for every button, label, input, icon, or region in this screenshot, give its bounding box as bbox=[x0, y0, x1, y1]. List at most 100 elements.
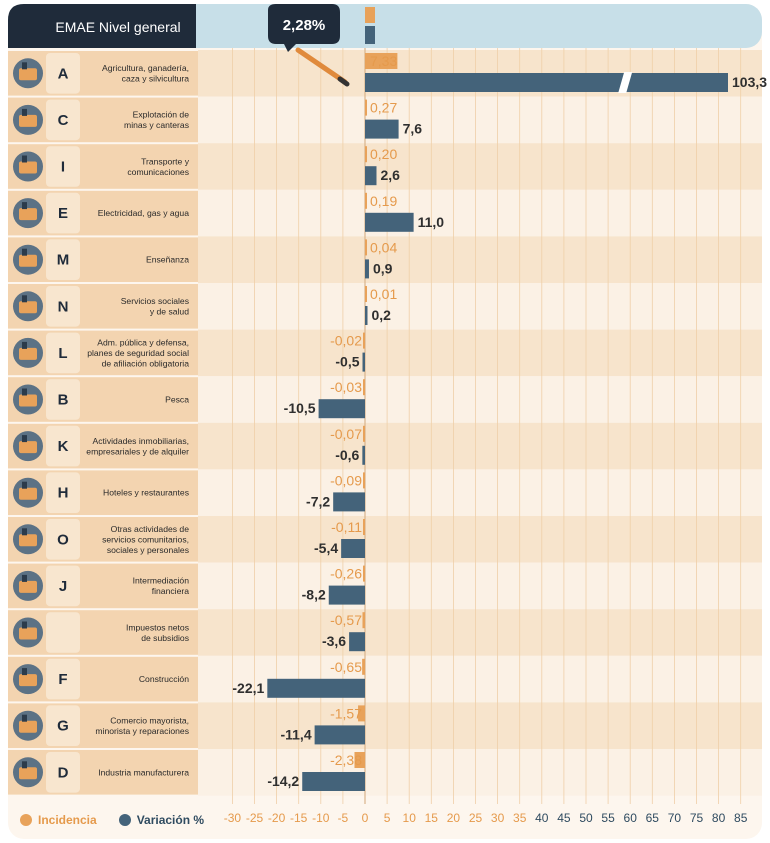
incidencia-label: -0,65 bbox=[330, 659, 362, 675]
sector-letter-box bbox=[46, 99, 80, 141]
fishing-icon bbox=[13, 384, 43, 415]
sector-name-line: Hoteles y restaurantes bbox=[103, 488, 189, 498]
government-icon-detail bbox=[22, 341, 27, 349]
variacion-bar bbox=[365, 119, 399, 139]
x-tick-label: 0 bbox=[362, 811, 369, 825]
incidencia-bar bbox=[365, 192, 367, 209]
taxes-icon-shape bbox=[19, 627, 37, 640]
construction-icon-shape bbox=[19, 674, 37, 687]
health-icon-detail bbox=[22, 295, 27, 303]
sector-name-line: caza y silvicultura bbox=[122, 74, 190, 84]
sector-letter: B bbox=[58, 392, 69, 409]
real-estate-icon-detail bbox=[22, 435, 27, 443]
taxes-icon-detail bbox=[22, 621, 27, 629]
government-icon-shape bbox=[19, 347, 37, 360]
sector-name-line: Transporte y bbox=[141, 156, 190, 166]
utilities-icon bbox=[13, 198, 43, 229]
variacion-label: -8,2 bbox=[302, 587, 326, 603]
sector-name-line: comunicaciones bbox=[127, 167, 189, 177]
community-icon bbox=[13, 524, 43, 555]
sector-name-line: Otras actividades de bbox=[111, 524, 190, 534]
incidencia-label: 0,27 bbox=[370, 100, 397, 116]
header-background bbox=[8, 4, 762, 48]
fishing-icon-shape bbox=[19, 394, 37, 407]
farm-icon bbox=[13, 58, 43, 89]
taxes-icon bbox=[13, 617, 43, 648]
variacion-label: -3,6 bbox=[322, 633, 346, 649]
construction-icon-detail bbox=[22, 668, 27, 676]
row-band bbox=[198, 143, 762, 190]
variacion-bar bbox=[318, 399, 365, 419]
sector-letter: G bbox=[57, 718, 69, 735]
farm-icon-shape bbox=[19, 68, 37, 81]
sector-name-line: Impuestos netos bbox=[126, 622, 189, 632]
variacion-bar bbox=[349, 632, 365, 652]
community-icon-shape bbox=[19, 534, 37, 547]
utilities-icon-detail bbox=[22, 202, 27, 210]
header-label: EMAE Nivel general bbox=[55, 19, 180, 35]
real-estate-icon-shape bbox=[19, 441, 37, 454]
sector-name-line: empresariales y de alquiler bbox=[86, 446, 189, 456]
variacion-bar bbox=[328, 585, 365, 605]
incidencia-bar bbox=[363, 565, 365, 582]
sector-letter-box bbox=[46, 379, 80, 420]
variacion-label: -22,1 bbox=[232, 680, 264, 696]
variacion-bar bbox=[365, 306, 368, 325]
incidencia-bar bbox=[365, 286, 367, 302]
x-tick-label: 80 bbox=[712, 811, 726, 825]
legend: Incidencia Variación % bbox=[20, 808, 204, 832]
sector-letter-box bbox=[46, 146, 80, 187]
mining-icon bbox=[13, 104, 43, 135]
incidencia-label: 7,33 bbox=[370, 53, 397, 69]
sector-rows: A Agricultura, ganadería,caza y silvicult… bbox=[8, 51, 198, 795]
variacion-label: 11,0 bbox=[418, 214, 445, 230]
incidencia-swatch bbox=[20, 814, 32, 826]
variacion-label: 7,6 bbox=[403, 121, 423, 137]
sector-letter: F bbox=[58, 671, 67, 688]
header-incidencia-bar bbox=[365, 7, 375, 23]
variacion-label: -5,4 bbox=[314, 540, 338, 556]
sector-name-line: y de salud bbox=[150, 307, 189, 317]
axis-break-mark bbox=[618, 72, 633, 93]
sector-letter: E bbox=[58, 205, 68, 222]
sector-letter: M bbox=[57, 252, 70, 269]
x-tick-label: -15 bbox=[290, 811, 308, 825]
x-tick-label: 40 bbox=[535, 811, 549, 825]
sector-name-line: Actividades inmobiliarias, bbox=[93, 436, 189, 446]
transport-icon-detail bbox=[22, 155, 27, 163]
commerce-icon-shape bbox=[19, 720, 37, 733]
sector-name-line: minorista y reparaciones bbox=[95, 726, 189, 736]
government-icon bbox=[13, 337, 43, 368]
community-icon-detail bbox=[22, 528, 27, 536]
sector-letter-box bbox=[46, 752, 80, 793]
sector-letter: A bbox=[58, 65, 69, 82]
mining-icon-detail bbox=[22, 108, 27, 116]
sector-letter-box bbox=[46, 239, 80, 280]
sector-name-line: Servicios sociales bbox=[121, 296, 189, 306]
commerce-icon-detail bbox=[22, 714, 27, 722]
variacion-bar bbox=[302, 772, 365, 791]
sector-name-line: de subsidios bbox=[141, 633, 189, 643]
incidencia-label: 0,19 bbox=[370, 193, 397, 209]
farm-icon-detail bbox=[22, 62, 27, 70]
variacion-bar bbox=[362, 445, 365, 465]
sector-name-line: Industria manufacturera bbox=[98, 767, 189, 777]
callout-bubble bbox=[268, 4, 340, 52]
legend-item-incidencia: Incidencia bbox=[20, 813, 97, 827]
variacion-bar bbox=[365, 259, 369, 279]
x-tick-label: 5 bbox=[384, 811, 391, 825]
row-band bbox=[198, 329, 762, 377]
variacion-label: 0,9 bbox=[373, 260, 393, 276]
bank-icon-shape bbox=[19, 580, 37, 593]
sector-name-line: de afiliación obligatoria bbox=[102, 358, 190, 368]
row-band bbox=[198, 749, 762, 796]
incidencia-bar bbox=[354, 752, 365, 768]
variacion-bar bbox=[362, 352, 365, 372]
variacion-label: 0,2 bbox=[372, 307, 392, 323]
education-icon-detail bbox=[22, 248, 27, 256]
sector-letter-box bbox=[46, 565, 80, 607]
bank-icon bbox=[13, 570, 43, 601]
incidencia-label: -0,03 bbox=[330, 379, 362, 395]
variacion-label: 103,3 bbox=[732, 74, 767, 90]
